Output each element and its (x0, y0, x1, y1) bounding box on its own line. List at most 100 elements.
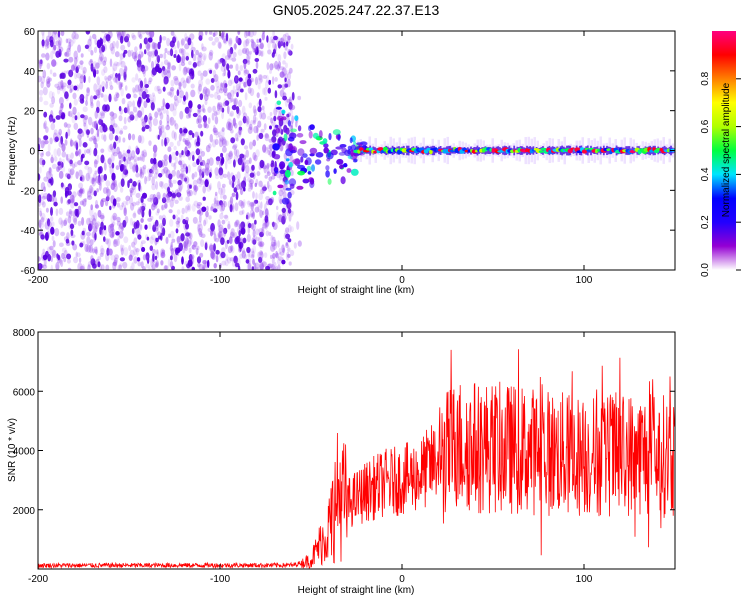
noise-speckle (56, 132, 62, 141)
noise-speckle (128, 145, 132, 154)
noise-speckle (112, 112, 118, 119)
noise-speckle (184, 230, 189, 236)
noise-speckle (221, 138, 227, 148)
noise-speckle (150, 166, 155, 175)
noise-speckle (270, 244, 276, 252)
noise-speckle (41, 150, 45, 156)
noise-speckle (137, 208, 143, 215)
noise-speckle (51, 59, 57, 67)
noise-speckle (119, 83, 123, 89)
noise-speckle (223, 101, 227, 107)
noise-speckle (284, 77, 287, 83)
noise-speckle (278, 135, 283, 140)
noise-speckle (132, 100, 136, 108)
noise-speckle (151, 203, 156, 211)
noise-speckle (124, 85, 128, 91)
noise-speckle (287, 224, 292, 234)
noise-speckle (94, 37, 97, 45)
noise-speckle (246, 233, 251, 243)
noise-speckle (240, 201, 244, 209)
noise-speckle (141, 150, 145, 156)
noise-speckle (188, 232, 193, 240)
noise-speckle (39, 157, 44, 166)
noise-speckle (129, 114, 135, 121)
noise-speckle (122, 68, 127, 76)
colorbar-tick-label: 0.8 (700, 71, 711, 85)
signal-halo (662, 137, 665, 164)
noise-speckle (220, 237, 225, 246)
noise-speckle (40, 192, 45, 199)
noise-speckle (250, 248, 255, 254)
noise-speckle (189, 254, 195, 260)
noise-speckle (255, 149, 260, 158)
noise-speckle (246, 212, 250, 220)
noise-speckle (135, 201, 140, 206)
noise-speckle (65, 51, 70, 58)
noise-speckle (283, 51, 287, 60)
noise-speckle (195, 247, 199, 255)
noise-speckle (197, 104, 202, 110)
noise-speckle (227, 54, 233, 61)
noise-speckle (120, 229, 124, 234)
noise-speckle (271, 221, 277, 227)
noise-speckle (89, 208, 94, 217)
noise-speckle (134, 46, 138, 52)
noise-speckle (237, 70, 241, 76)
noise-speckle (244, 171, 250, 178)
noise-speckle (232, 143, 238, 149)
noise-speckle (162, 86, 166, 92)
noise-speckle (43, 192, 49, 200)
signal-halo (368, 136, 371, 165)
noise-speckle (132, 212, 137, 219)
noise-speckle (92, 218, 97, 226)
noise-speckle (284, 98, 288, 107)
noise-speckle (171, 192, 176, 199)
noise-speckle (115, 72, 118, 79)
noise-speckle (204, 217, 208, 225)
noise-speckle (251, 237, 256, 245)
noise-speckle (197, 85, 201, 95)
noise-speckle (103, 94, 108, 102)
noise-speckle (91, 248, 96, 254)
noise-speckle (181, 266, 185, 270)
noise-speckle (51, 31, 55, 36)
noise-speckle (100, 228, 103, 235)
noise-speckle (285, 32, 289, 37)
transition-blob (311, 164, 315, 172)
noise-speckle (278, 214, 283, 223)
noise-speckle (79, 265, 85, 270)
noise-speckle (120, 82, 124, 88)
noise-speckle (69, 159, 73, 165)
noise-speckle (66, 153, 71, 162)
noise-speckle (250, 202, 254, 212)
signal-halo (542, 143, 545, 158)
noise-speckle (45, 151, 51, 157)
noise-speckle (221, 31, 224, 40)
noise-speckle (228, 121, 231, 128)
noise-speckle (223, 68, 226, 77)
noise-speckle (106, 195, 111, 201)
noise-speckle (230, 245, 235, 254)
noise-speckle (56, 86, 61, 95)
noise-speckle (60, 103, 64, 109)
noise-speckle (199, 93, 204, 101)
noise-speckle (146, 41, 151, 49)
noise-speckle (110, 111, 114, 119)
noise-speckle (182, 48, 186, 56)
noise-speckle (53, 156, 58, 162)
noise-speckle (252, 139, 256, 147)
transition-blob (312, 132, 319, 139)
noise-speckle (164, 137, 167, 147)
noise-speckle (42, 264, 48, 269)
noise-speckle (100, 56, 103, 63)
noise-speckle (103, 66, 108, 74)
noise-speckle (229, 204, 233, 213)
noise-speckle (118, 81, 123, 91)
noise-speckle (166, 70, 172, 79)
noise-speckle (39, 96, 43, 103)
y-tick-label: 6000 (13, 387, 36, 398)
noise-speckle (139, 168, 143, 177)
noise-speckle (73, 85, 78, 91)
noise-speckle (123, 236, 129, 244)
noise-speckle (270, 165, 276, 175)
